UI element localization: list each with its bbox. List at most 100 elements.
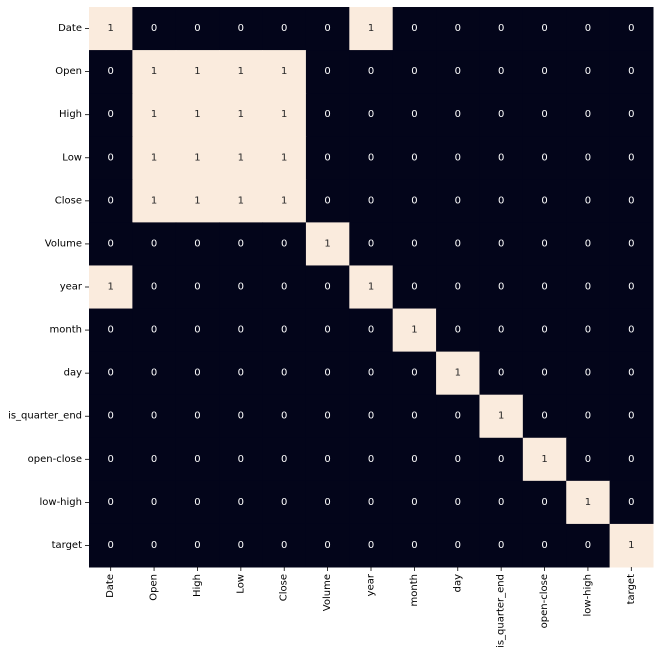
heatmap-cell	[566, 93, 611, 137]
heatmap-cell	[89, 93, 133, 137]
cell-label: 1	[108, 282, 114, 293]
x-tick-label: High	[192, 574, 203, 597]
heatmap-cell	[566, 179, 611, 223]
cell-label: 0	[368, 325, 374, 336]
x-tick-label: open-close	[539, 574, 550, 628]
heatmap-cell	[392, 136, 437, 180]
heatmap-cell	[609, 7, 654, 51]
heatmap-cell	[609, 437, 654, 482]
cell-label: 1	[281, 152, 287, 163]
heatmap-cell	[609, 136, 654, 180]
heatmap-cell	[609, 351, 654, 396]
heatmap-cell	[522, 265, 567, 310]
heatmap-cell	[305, 93, 350, 137]
heatmap-cell	[89, 50, 133, 94]
cell-label: 0	[368, 109, 374, 120]
heatmap-cell	[609, 523, 654, 568]
heatmap-cell	[175, 437, 220, 482]
heatmap-cell	[566, 136, 611, 180]
cell-label: 0	[411, 109, 417, 120]
cell-label: 0	[628, 66, 634, 77]
cell-label: 0	[585, 66, 591, 77]
heatmap-cell	[566, 437, 611, 482]
x-tick-label: low-high	[582, 574, 593, 617]
cell-label: 0	[324, 497, 330, 508]
heatmap-cell	[262, 351, 307, 396]
cell-label: 0	[368, 238, 374, 249]
cell-label: 1	[108, 23, 114, 34]
heatmap-cell	[609, 50, 654, 94]
y-tick-label: Date	[58, 23, 82, 34]
cell-label: 0	[628, 497, 634, 508]
cell-label: 0	[585, 540, 591, 551]
cell-label: 0	[411, 195, 417, 206]
heatmap-cell	[175, 394, 220, 439]
heatmap-cell	[89, 265, 133, 310]
cell-label: 0	[411, 368, 417, 379]
heatmap-cell	[89, 394, 133, 439]
heatmap-cell	[392, 308, 437, 353]
cell-label: 0	[108, 540, 114, 551]
cell-label: 0	[628, 325, 634, 336]
cell-label: 0	[238, 411, 244, 422]
y-tick-label: Low	[62, 152, 82, 163]
heatmap-cell	[175, 222, 220, 266]
cell-label: 0	[281, 238, 287, 249]
x-tick-label: Open	[149, 574, 160, 601]
cell-label: 0	[368, 497, 374, 508]
y-tick-label: Volume	[45, 238, 82, 249]
cell-label: 0	[151, 540, 157, 551]
cell-label: 0	[194, 282, 200, 293]
cell-label: 0	[455, 23, 461, 34]
heatmap-cell	[219, 50, 264, 94]
heatmap-cell	[132, 136, 177, 180]
cell-label: 1	[368, 282, 374, 293]
heatmap-cell	[132, 222, 177, 266]
cell-label: 1	[194, 195, 200, 206]
x-tick-label: Close	[279, 574, 290, 601]
cell-label: 0	[238, 497, 244, 508]
heatmap-cell	[349, 394, 394, 439]
heatmap-cell	[219, 308, 264, 353]
cell-label: 0	[368, 195, 374, 206]
cell-label: 0	[541, 195, 547, 206]
heatmap-cell	[436, 265, 480, 310]
cell-label: 1	[238, 152, 244, 163]
cell-label: 0	[281, 540, 287, 551]
heatmap-cell	[89, 7, 133, 51]
cell-label: 0	[324, 325, 330, 336]
heatmap-cell	[522, 308, 567, 353]
heatmap-cell	[305, 394, 350, 439]
heatmap-cell	[132, 480, 177, 525]
heatmap-cell	[262, 7, 307, 51]
cell-label: 0	[585, 195, 591, 206]
heatmap-cell	[305, 480, 350, 525]
heatmap-cell	[175, 93, 220, 137]
heatmap-cell	[262, 437, 307, 482]
cell-label: 0	[585, 109, 591, 120]
heatmap-cell	[392, 179, 437, 223]
heatmap-cell	[305, 50, 350, 94]
heatmap-cell	[436, 351, 480, 396]
heatmap-cell	[132, 179, 177, 223]
heatmap-cell	[609, 265, 654, 310]
cell-label: 1	[281, 109, 287, 120]
cell-label: 0	[628, 454, 634, 465]
cell-label: 1	[238, 109, 244, 120]
heatmap-cell	[349, 480, 394, 525]
cell-label: 0	[585, 454, 591, 465]
heatmap-cell	[566, 222, 611, 266]
heatmap-cell	[219, 179, 264, 223]
cell-label: 0	[324, 454, 330, 465]
heatmap-cell	[89, 437, 133, 482]
heatmap-cell	[392, 437, 437, 482]
heatmap-cell	[262, 394, 307, 439]
cell-label: 0	[628, 109, 634, 120]
heatmap-cell	[479, 222, 524, 266]
cell-label: 0	[585, 325, 591, 336]
heatmap-cell	[219, 480, 264, 525]
cell-label: 0	[498, 109, 504, 120]
heatmap-cell	[566, 7, 611, 51]
cell-label: 0	[411, 23, 417, 34]
cell-label: 0	[541, 368, 547, 379]
